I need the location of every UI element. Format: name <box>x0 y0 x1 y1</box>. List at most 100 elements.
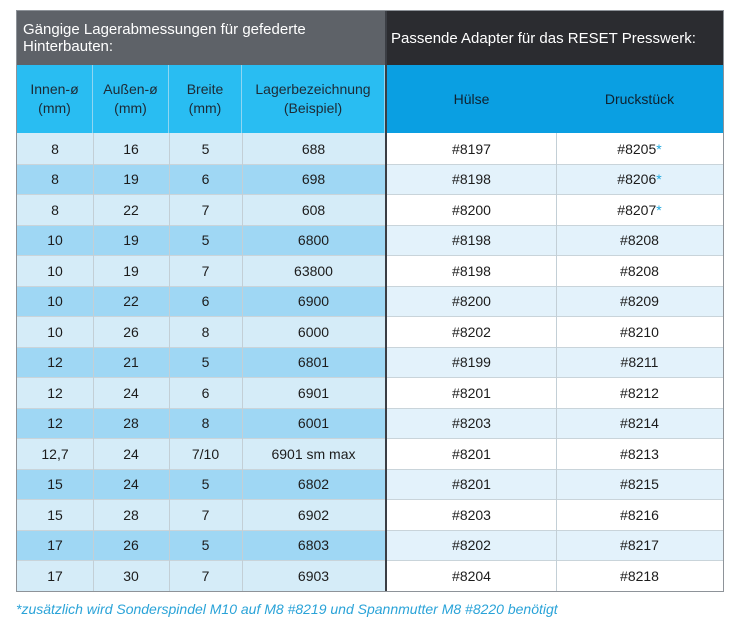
cell-text: 19 <box>123 171 139 187</box>
cell-pressure-piece: #8206 * <box>556 164 723 194</box>
cell-text: 6801 <box>297 354 330 370</box>
row-divider <box>17 560 723 561</box>
cell-text: 22 <box>123 201 139 218</box>
cell-text: 24 <box>123 476 139 492</box>
row-divider <box>17 347 723 348</box>
cell-outer-diameter: 19 <box>93 255 169 286</box>
cell-text: 6 <box>201 293 210 309</box>
cell-pressure-piece: #8214 <box>556 408 723 438</box>
cell-text: #8209 <box>620 293 659 309</box>
cell-outer-diameter: 24 <box>93 377 169 408</box>
cell-text: 28 <box>123 415 139 431</box>
cell-text: 7/10 <box>191 445 220 462</box>
cell-text: #8218 <box>620 567 659 584</box>
cell-bearing-designation: 6900 <box>242 286 385 316</box>
cell-text: 21 <box>123 354 139 370</box>
cell-text: 6 <box>201 171 210 187</box>
row-divider <box>17 225 723 226</box>
cell-text: 15 <box>47 506 63 523</box>
cell-text: 28 <box>123 506 139 523</box>
cell-width: 5 <box>169 530 242 560</box>
cell-text: 608 <box>301 201 326 218</box>
cell-outer-diameter: 30 <box>93 560 169 591</box>
cell-inner-diameter: 12 <box>17 377 93 408</box>
cell-bearing-designation: 688 <box>242 133 385 164</box>
footnote-marker: * <box>656 201 662 218</box>
cell-bearing-designation: 6902 <box>242 499 385 530</box>
cell-text: #8212 <box>620 384 659 401</box>
cell-sleeve: #8200 <box>387 194 556 225</box>
column-divider <box>556 133 557 591</box>
cell-sleeve: #8201 <box>387 469 556 499</box>
cell-bearing-designation: 6903 <box>242 560 385 591</box>
cell-inner-diameter: 17 <box>17 560 93 591</box>
cell-width: 7 <box>169 255 242 286</box>
cell-outer-diameter: 19 <box>93 225 169 255</box>
cell-sleeve: #8202 <box>387 530 556 560</box>
cell-text: 17 <box>47 567 63 584</box>
cell-text: 8 <box>51 140 59 157</box>
cell-pressure-piece: #8216 <box>556 499 723 530</box>
cell-inner-diameter: 12 <box>17 408 93 438</box>
cell-width: 5 <box>169 469 242 499</box>
cell-bearing-designation: 6001 <box>242 408 385 438</box>
cell-text: 6903 <box>297 567 330 584</box>
cell-text: 6001 <box>297 415 330 431</box>
row-divider <box>17 286 723 287</box>
column-divider <box>169 133 170 591</box>
cell-width: 8 <box>169 316 242 347</box>
cell-text: 10 <box>47 293 63 309</box>
cell-text: #8217 <box>620 537 659 553</box>
row-divider <box>17 377 723 378</box>
column-header-width: Breite (mm) <box>169 65 242 133</box>
column-divider <box>93 133 94 591</box>
cell-sleeve: #8200 <box>387 286 556 316</box>
footnote-marker: * <box>656 171 662 187</box>
cell-bearing-designation: 6901 sm max <box>242 438 385 469</box>
cell-sleeve: #8202 <box>387 316 556 347</box>
cell-text: 8 <box>51 201 59 218</box>
cell-pressure-piece: #8213 <box>556 438 723 469</box>
column-header-pressure-piece: Druckstück <box>556 65 723 133</box>
cell-text: 30 <box>123 567 139 584</box>
bearing-adapter-table: Gängige Lagerabmessungen für gefederte H… <box>16 10 724 592</box>
cell-width: 5 <box>169 347 242 377</box>
cell-bearing-designation: 6801 <box>242 347 385 377</box>
column-header-outer-diameter: Außen-ø (mm) <box>93 65 169 133</box>
cell-text: #8198 <box>452 262 491 279</box>
cell-inner-diameter: 8 <box>17 164 93 194</box>
row-divider <box>17 164 723 165</box>
cell-width: 7 <box>169 499 242 530</box>
cell-width: 7 <box>169 560 242 591</box>
cell-text: 6803 <box>297 537 330 553</box>
cell-inner-diameter: 10 <box>17 316 93 347</box>
cell-text: 63800 <box>294 262 333 279</box>
cell-pressure-piece: #8205 * <box>556 133 723 164</box>
cell-width: 6 <box>169 377 242 408</box>
cell-text: #8203 <box>452 415 491 431</box>
cell-text: 15 <box>47 476 63 492</box>
cell-width: 5 <box>169 225 242 255</box>
cell-text: 5 <box>201 140 210 157</box>
cell-bearing-designation: 6802 <box>242 469 385 499</box>
footnote: *zusätzlich wird Sonderspindel M10 auf M… <box>16 601 558 617</box>
cell-text: 688 <box>301 140 326 157</box>
cell-text: #8199 <box>452 354 491 370</box>
row-divider <box>17 438 723 439</box>
cell-inner-diameter: 12 <box>17 347 93 377</box>
cell-text: #8197 <box>452 140 491 157</box>
cell-inner-diameter: 15 <box>17 499 93 530</box>
cell-text: 7 <box>201 567 210 584</box>
cell-pressure-piece: #8208 <box>556 255 723 286</box>
cell-bearing-designation: 6800 <box>242 225 385 255</box>
cell-text: #8206 <box>617 171 657 187</box>
cell-text: #8202 <box>452 323 491 340</box>
cell-text: 6000 <box>297 323 330 340</box>
cell-inner-diameter: 8 <box>17 194 93 225</box>
cell-outer-diameter: 22 <box>93 286 169 316</box>
cell-text: 7 <box>201 506 210 523</box>
cell-text: #8198 <box>452 171 491 187</box>
cell-text: #8198 <box>452 232 491 248</box>
cell-text: 6902 <box>297 506 330 523</box>
cell-text: 24 <box>123 445 139 462</box>
